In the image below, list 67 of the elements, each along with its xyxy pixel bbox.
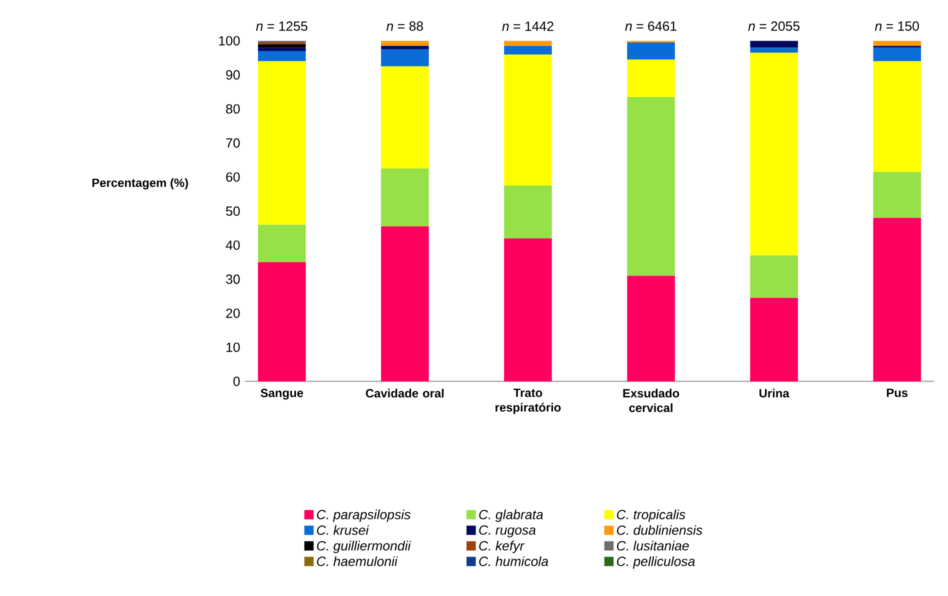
legend-label: C. parapsilopsis [317, 509, 410, 522]
bar [873, 40, 922, 46]
bar [627, 42, 675, 60]
bar [873, 61, 922, 172]
x-tick-label: Sangue [260, 388, 304, 400]
bar [381, 168, 429, 226]
bar [258, 50, 306, 62]
bar [873, 218, 922, 382]
x-tick-label: Exsudado cervical [623, 388, 680, 412]
text: n = 1255 [256, 21, 308, 31]
bar [750, 255, 798, 298]
legend-label: C. pelliculosa [616, 556, 695, 568]
bar [750, 298, 798, 382]
legend-label: C. lusitaniae [616, 540, 689, 550]
legend-label: C. dubliniensis [616, 524, 702, 535]
y-tick-label: 30 [226, 274, 240, 284]
bar [627, 96, 675, 276]
y-tick-label: 10 [226, 342, 240, 352]
text: n = 88 [386, 21, 423, 31]
bar [381, 66, 429, 168]
legend-label: C. kefyr [479, 540, 525, 553]
x-tick-label: Urina [759, 388, 790, 398]
bar [381, 49, 429, 66]
text: n = 150 [875, 21, 919, 31]
bar [504, 46, 552, 54]
text: n = 1442 [502, 21, 554, 31]
legend-label: C. krusei [317, 524, 369, 535]
legend-label: C. guilliermondii [317, 540, 411, 553]
y-tick-label: 100 [219, 36, 240, 46]
legend-label: C. haemulonii [317, 556, 398, 566]
text: n = 2055 [748, 21, 800, 31]
y-tick-label: 60 [226, 172, 240, 182]
bar [258, 224, 306, 262]
y-tick-label: 40 [226, 240, 240, 250]
x-tick-label: Trato respiratório [496, 388, 561, 414]
y-tick-label: 20 [226, 308, 240, 318]
y-tick-label: 0 [233, 376, 240, 386]
bar [381, 226, 429, 382]
bar [258, 44, 306, 48]
bar [381, 40, 429, 46]
y-tick-label: 70 [226, 138, 240, 148]
bar [504, 54, 552, 186]
bar [258, 47, 306, 51]
bar [504, 238, 552, 382]
y-tick-label: 90 [226, 70, 240, 80]
legend-label: C. glabrata [479, 509, 543, 522]
bar [750, 40, 798, 48]
bar [627, 59, 675, 97]
y-axis-title: Percentagem (%) [92, 178, 188, 190]
y-tick-label: 80 [226, 104, 240, 114]
bar [750, 52, 798, 256]
bar [504, 185, 552, 238]
text: n = 6461 [625, 21, 676, 31]
bar [258, 61, 306, 224]
bar [873, 172, 922, 218]
legend-label: C. humicola [479, 556, 548, 566]
bar [258, 262, 306, 382]
bar [627, 276, 675, 382]
bar [381, 46, 429, 50]
bar [750, 47, 798, 53]
y-tick-label: 50 [226, 206, 240, 216]
legend-label: C. rugosa [479, 525, 536, 538]
bar [873, 47, 922, 62]
legend-label: C. tropicalis [616, 509, 686, 522]
bar [504, 40, 552, 46]
x-tick-label: Pus [886, 388, 908, 397]
x-tick-label: Cavidade oral [366, 388, 444, 398]
